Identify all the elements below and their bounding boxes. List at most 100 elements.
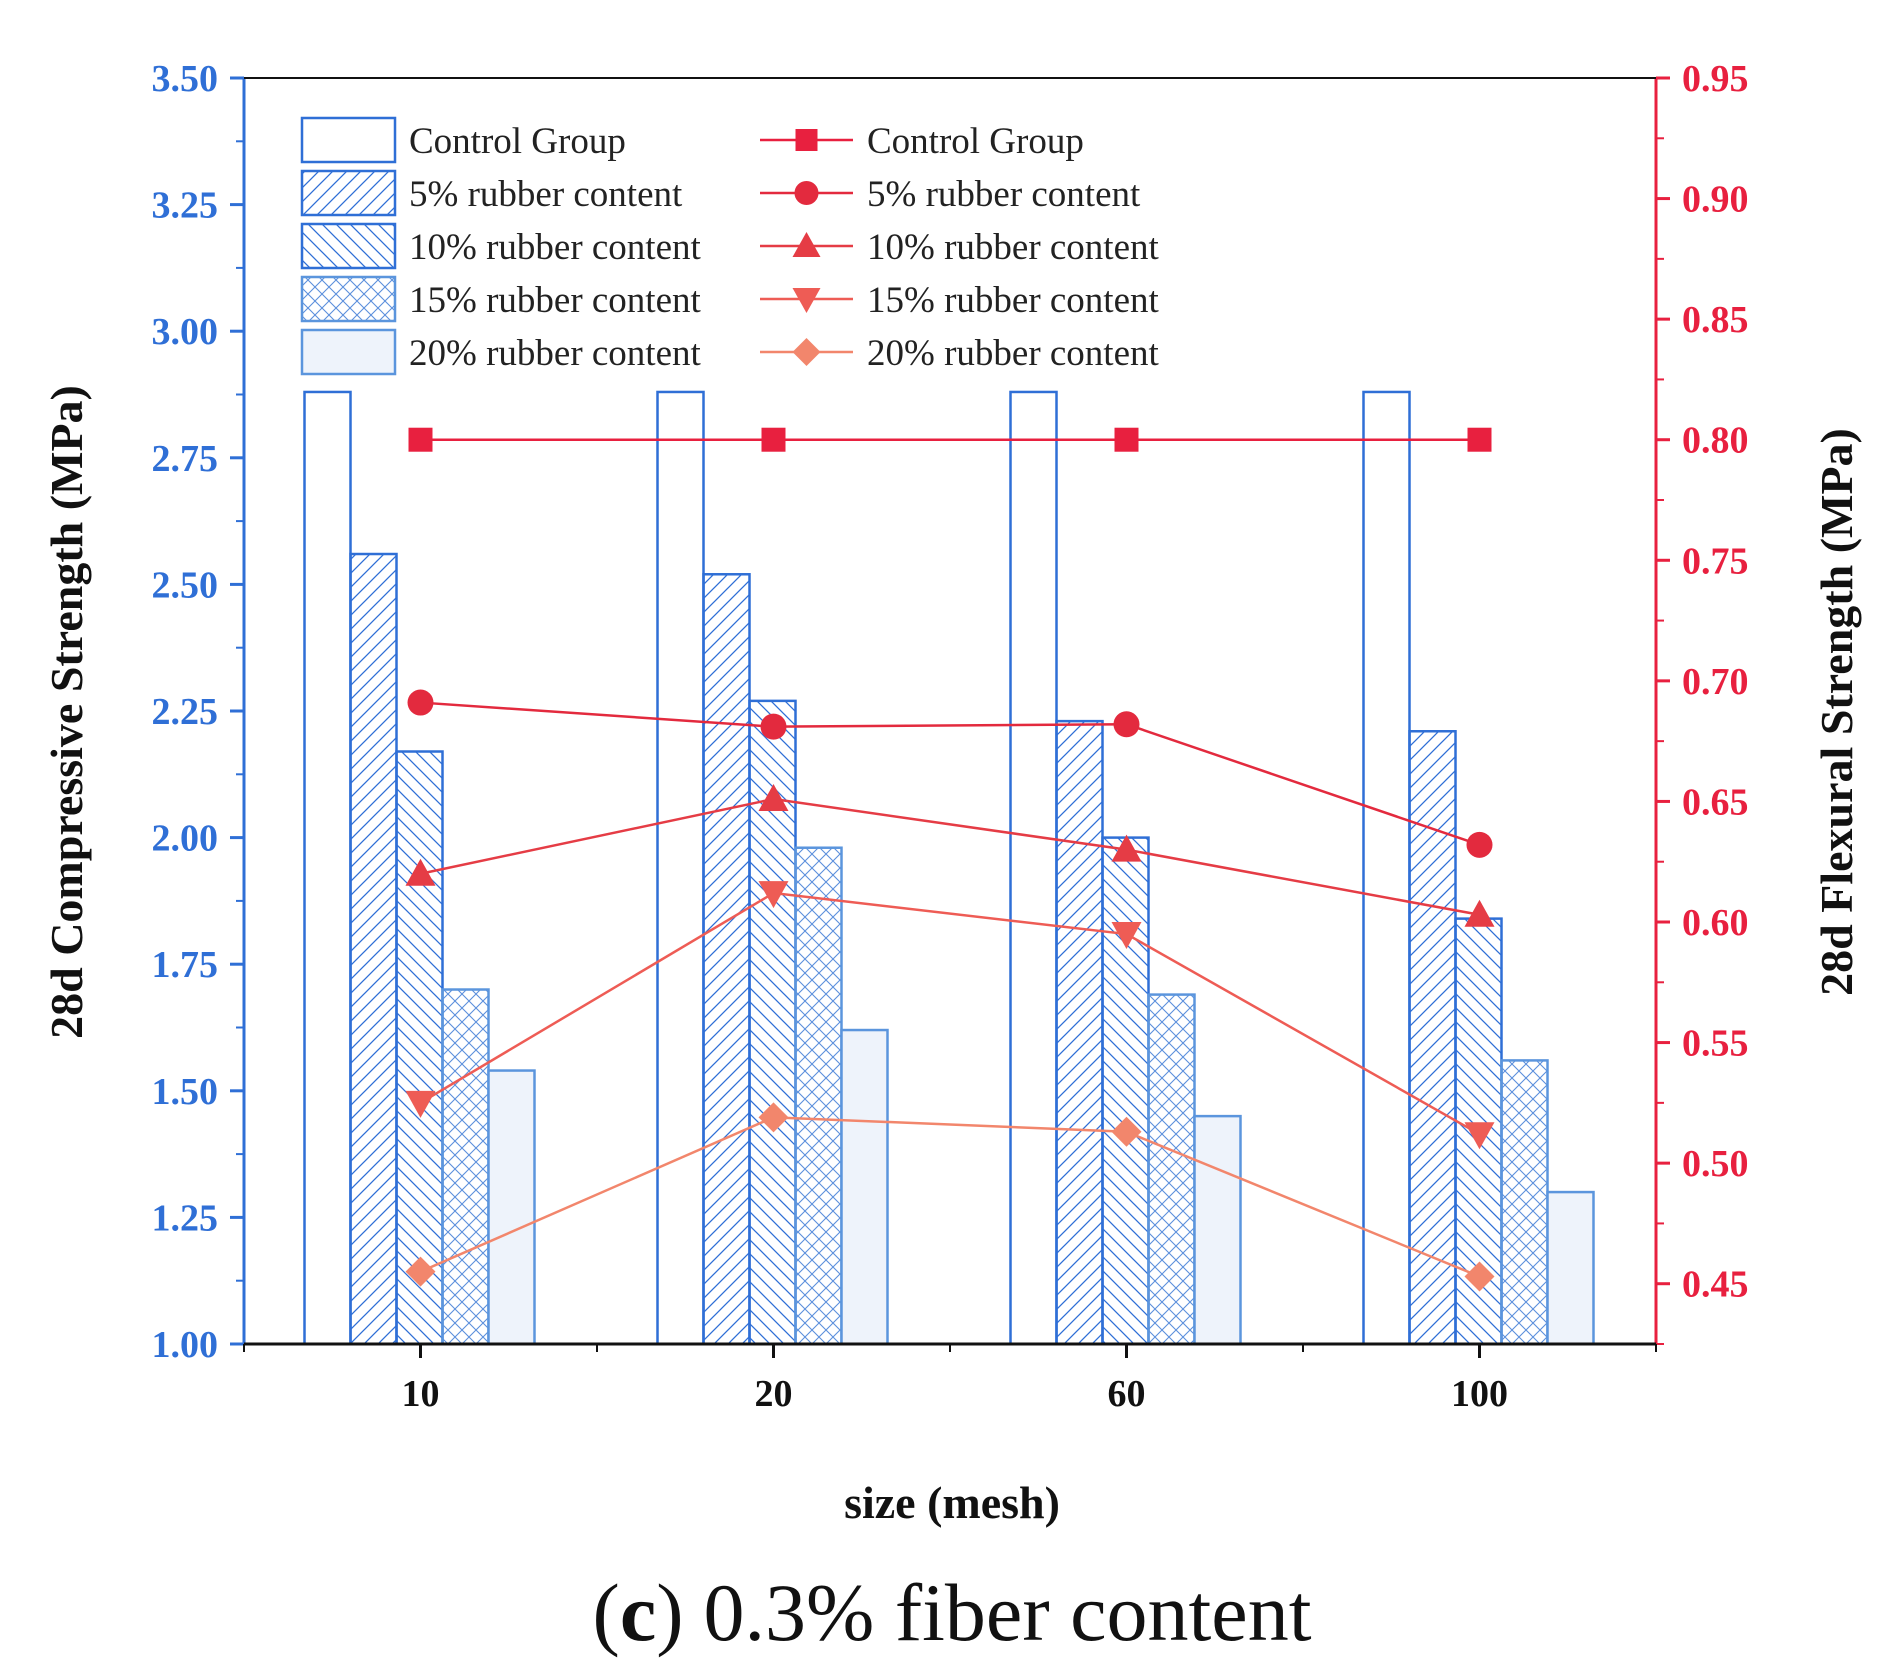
line-10-rubber-content bbox=[420, 797, 1480, 916]
left-y-tick-label: 1.25 bbox=[152, 1197, 219, 1239]
right-y-tick-label: 0.80 bbox=[1682, 420, 1749, 462]
right-y-tick-label: 0.45 bbox=[1682, 1264, 1749, 1306]
marker-control-group-10 bbox=[408, 427, 433, 452]
bar-control-group-100 bbox=[1362, 390, 1411, 1346]
x-tick-label: 60 bbox=[1108, 1373, 1146, 1415]
legend-line-label: Control Group bbox=[867, 121, 1084, 162]
x-tick-label: 100 bbox=[1451, 1373, 1508, 1415]
marker-control-group-60 bbox=[1114, 427, 1139, 452]
bar-control-group-60 bbox=[1009, 390, 1058, 1346]
bar-20-rubber-content-20 bbox=[840, 1028, 889, 1346]
marker-10-rubber-content-60 bbox=[1111, 834, 1142, 862]
legend-marker bbox=[792, 338, 821, 366]
bar-control-group-10 bbox=[303, 390, 352, 1346]
marker-control-group-100 bbox=[1467, 427, 1492, 452]
bar-20-rubber-content-10 bbox=[487, 1069, 536, 1346]
legend-line-label: 10% rubber content bbox=[867, 227, 1160, 268]
legend-bar-swatch bbox=[300, 275, 397, 323]
marker-20-rubber-content-10 bbox=[405, 1256, 436, 1287]
marker-15-rubber-content-100 bbox=[1464, 1122, 1495, 1150]
legend-bar-swatch bbox=[300, 116, 397, 164]
legend-line-label: 20% rubber content bbox=[867, 333, 1160, 374]
bar-15-rubber-content-100 bbox=[1500, 1059, 1549, 1346]
legend-bar-label: 20% rubber content bbox=[409, 333, 702, 374]
right-y-tick-label: 0.95 bbox=[1682, 58, 1749, 100]
left-y-tick-label: 1.00 bbox=[152, 1324, 219, 1366]
x-axis-title: size (mesh) bbox=[844, 1477, 1060, 1528]
caption-label: c bbox=[620, 1567, 656, 1658]
caption-paren-close: ) bbox=[656, 1567, 683, 1658]
x-tick-label: 20 bbox=[755, 1373, 793, 1415]
marker-20-rubber-content-60 bbox=[1111, 1116, 1142, 1147]
left-y-tick-label: 2.75 bbox=[152, 438, 219, 480]
caption-paren-open: ( bbox=[593, 1567, 620, 1658]
right-y-tick-label: 0.75 bbox=[1682, 540, 1749, 582]
right-y-axis-title: 28d Flexural Strength (MPa) bbox=[1811, 428, 1862, 996]
line-20-rubber-content bbox=[419, 1116, 1480, 1278]
bar-10-rubber-content-60 bbox=[1101, 836, 1150, 1346]
left-y-tick-label: 3.00 bbox=[152, 311, 219, 353]
marker-20-rubber-content-20 bbox=[758, 1102, 789, 1133]
marker-20-rubber-content-100 bbox=[1464, 1261, 1495, 1292]
line-5-rubber-content bbox=[420, 701, 1480, 847]
bar-control-group-20 bbox=[656, 390, 705, 1346]
legend-line-label: 15% rubber content bbox=[867, 280, 1160, 321]
bar-20-rubber-content-60 bbox=[1193, 1114, 1242, 1346]
legend-bar-label: 5% rubber content bbox=[409, 174, 683, 215]
bar-20-rubber-content-100 bbox=[1546, 1190, 1595, 1346]
right-y-tick-label: 0.55 bbox=[1682, 1023, 1749, 1065]
legend-bar-swatch bbox=[300, 328, 397, 376]
caption-text: 0.3% fiber content bbox=[704, 1567, 1312, 1658]
marker-10-rubber-content-100 bbox=[1464, 899, 1495, 927]
bar-5-rubber-content-10 bbox=[349, 552, 398, 1346]
left-y-tick-label: 2.25 bbox=[152, 691, 219, 733]
x-tick-label: 10 bbox=[402, 1373, 440, 1415]
left-y-tick-label: 2.00 bbox=[152, 818, 219, 860]
legend-marker bbox=[792, 232, 821, 257]
marker-5-rubber-content-10 bbox=[407, 689, 434, 716]
right-y-tick-label: 0.60 bbox=[1682, 902, 1749, 944]
right-y-tick-label: 0.65 bbox=[1682, 781, 1749, 823]
marker-5-rubber-content-60 bbox=[1113, 711, 1140, 738]
legend-bar-label: Control Group bbox=[409, 121, 626, 162]
marker-10-rubber-content-20 bbox=[758, 784, 789, 812]
bar-15-rubber-content-20 bbox=[794, 846, 843, 1346]
legend-line-label: 5% rubber content bbox=[867, 174, 1141, 215]
bar-15-rubber-content-60 bbox=[1147, 993, 1196, 1346]
left-y-tick-label: 3.25 bbox=[152, 185, 219, 227]
legend: Control Group 5% rubber content 10% rubber… bbox=[300, 116, 1160, 376]
marker-5-rubber-content-100 bbox=[1466, 831, 1493, 858]
line-15-rubber-content bbox=[419, 891, 1481, 1136]
legend-marker bbox=[794, 181, 819, 205]
left-y-tick-label: 3.50 bbox=[152, 58, 219, 100]
legend-bar-label: 10% rubber content bbox=[409, 227, 702, 268]
legend-bar-swatch bbox=[300, 222, 397, 270]
legend-bar-swatch bbox=[300, 169, 397, 217]
bar-10-rubber-content-10 bbox=[395, 750, 444, 1346]
line-series-group bbox=[405, 427, 1495, 1292]
axes-group: 1.00 1.25 1.50 1.75 2.00 2.25 2.50 2.75 3.00 3.25… bbox=[152, 58, 1749, 1415]
marker-5-rubber-content-20 bbox=[760, 713, 787, 740]
legend-marker bbox=[795, 129, 818, 151]
bar-5-rubber-content-20 bbox=[702, 573, 751, 1346]
bar-15-rubber-content-10 bbox=[441, 988, 490, 1346]
marker-10-rubber-content-10 bbox=[405, 858, 436, 886]
marker-15-rubber-content-10 bbox=[405, 1090, 436, 1118]
left-y-tick-label: 2.50 bbox=[152, 564, 219, 606]
bar-5-rubber-content-60 bbox=[1055, 719, 1104, 1346]
marker-control-group-20 bbox=[761, 427, 786, 452]
left-y-tick-label: 1.75 bbox=[152, 944, 219, 986]
marker-15-rubber-content-20 bbox=[758, 881, 789, 909]
legend-marker bbox=[792, 288, 821, 313]
left-y-axis-title: 28d Compressive Strength (MPa) bbox=[41, 385, 92, 1039]
right-y-tick-label: 0.50 bbox=[1682, 1143, 1749, 1185]
legend-bar-label: 15% rubber content bbox=[409, 280, 702, 321]
bar-series-group bbox=[303, 390, 1595, 1346]
marker-15-rubber-content-60 bbox=[1111, 922, 1142, 950]
figure-caption: (c) 0.3% fiber content bbox=[593, 1567, 1312, 1658]
right-y-tick-label: 0.85 bbox=[1682, 299, 1749, 341]
right-y-tick-label: 0.70 bbox=[1682, 661, 1749, 703]
left-y-tick-label: 1.50 bbox=[152, 1071, 219, 1113]
right-y-tick-label: 0.90 bbox=[1682, 179, 1749, 221]
